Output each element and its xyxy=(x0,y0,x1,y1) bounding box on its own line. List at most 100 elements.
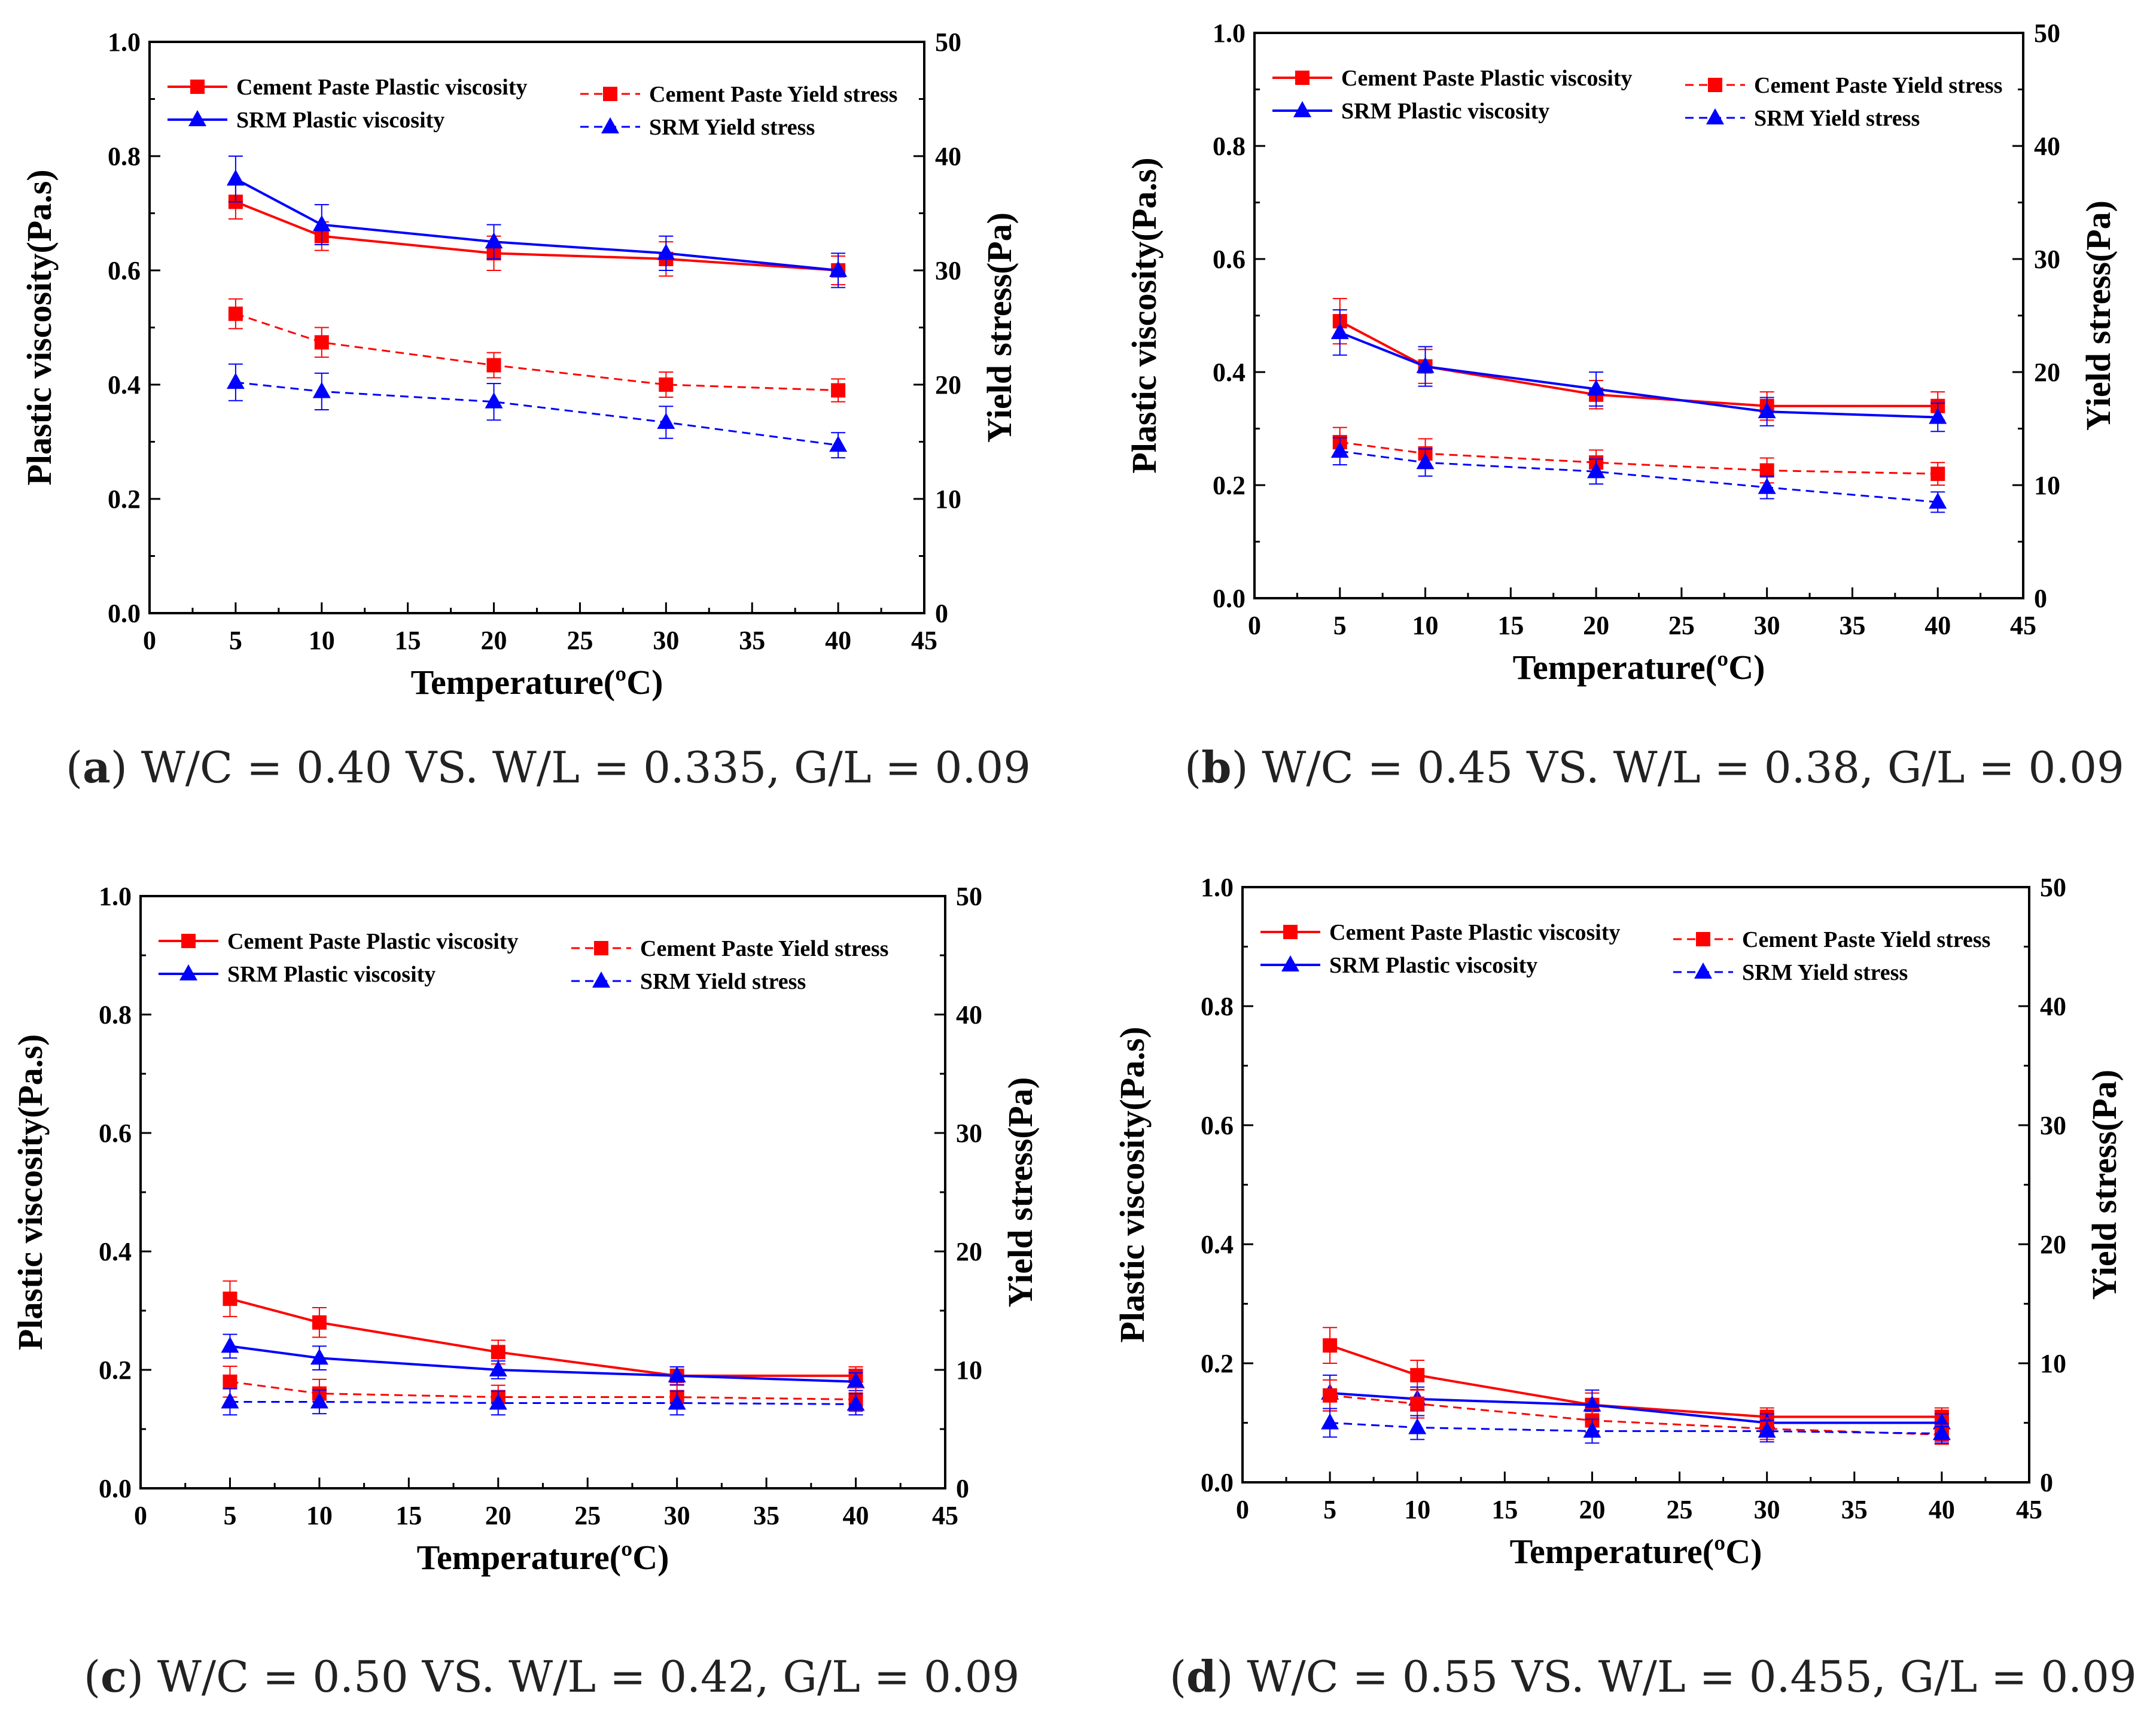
y-tick-label: 1.0 xyxy=(1213,19,1246,48)
data-point xyxy=(1932,1424,1951,1440)
data-point xyxy=(1758,477,1776,494)
data-point xyxy=(1323,1388,1338,1403)
data-point xyxy=(223,1374,237,1389)
x-tick-label: 35 xyxy=(1841,1495,1868,1524)
data-point xyxy=(1410,1396,1425,1411)
x-tick-label: 35 xyxy=(739,626,765,655)
y-tick-label: 0.6 xyxy=(99,1119,132,1148)
chart-panel-a: 0 5 10 15 20 25 30 35 40 45 0.0 0.2 0.4 0.6 0.8 1.0 0 10 2… xyxy=(0,0,1078,860)
chart-panel-c: 0 5 10 15 20 25 30 35 40 45 0.0 0.2 0.4 0.6 0.8 1.0 0 10 2… xyxy=(0,860,1078,1720)
series-3 xyxy=(226,363,848,459)
data-point xyxy=(1330,441,1349,458)
legend: Cement Paste Plastic viscosity SRM Plasti… xyxy=(1260,920,1990,985)
data-point xyxy=(831,383,846,398)
y-tick-label: 0.8 xyxy=(1201,992,1234,1021)
x-tick-label: 40 xyxy=(1929,1495,1955,1524)
x-tick-label: 5 xyxy=(229,626,242,655)
x-tick-label: 40 xyxy=(825,626,851,655)
chart-svg: 0 5 10 15 20 25 30 35 40 45 0.0 0.2 0.4 0.6 0.8 1.0 0 10 2… xyxy=(1113,873,2124,1571)
data-point xyxy=(314,335,329,350)
data-point xyxy=(486,358,501,373)
legend-label: SRM Yield stress xyxy=(1754,106,1920,131)
y-axis-label: Plastic viscosity(Pa.s) xyxy=(11,1034,50,1350)
data-point xyxy=(1416,453,1435,470)
data-point xyxy=(223,1291,237,1306)
legend-marker xyxy=(1281,955,1299,971)
chart-svg: 0 5 10 15 20 25 30 35 40 45 0.0 0.2 0.4 0.6 0.8 1.0 0 10 2… xyxy=(20,28,1019,702)
data-point xyxy=(1321,1413,1339,1430)
x-tick-label: 5 xyxy=(1333,611,1347,640)
x-tick-label: 10 xyxy=(1404,1495,1430,1524)
series-1 xyxy=(226,156,848,288)
data-point xyxy=(310,1392,328,1409)
legend-marker xyxy=(188,110,206,126)
data-point xyxy=(312,382,331,398)
data-point xyxy=(226,373,245,389)
series-3 xyxy=(1321,1408,1951,1444)
chart-svg: 0 5 10 15 20 25 30 35 40 45 0.0 0.2 0.4 0.6 0.8 1.0 0 10 2… xyxy=(1125,19,2118,687)
legend-marker xyxy=(1295,71,1310,85)
y-tick-label: 1.0 xyxy=(1201,873,1234,902)
x-tick-label: 10 xyxy=(309,626,335,655)
data-point xyxy=(485,392,503,409)
y2-tick-label: 40 xyxy=(2040,992,2066,1021)
y-axis-label: Plastic viscosity(Pa.s) xyxy=(20,169,59,485)
data-point xyxy=(1758,1421,1776,1438)
x-tick-label: 40 xyxy=(843,1501,869,1530)
y2-axis-label: Yield stress(Pa) xyxy=(2085,1070,2124,1300)
y-tick-label: 0.8 xyxy=(108,142,141,171)
x-tick-label: 25 xyxy=(567,626,593,655)
caption-c: (c) W/C = 0.50 VS. W/L = 0.42, G/L = 0.0… xyxy=(84,1651,1020,1702)
data-point xyxy=(1587,462,1606,479)
data-point xyxy=(846,1394,865,1411)
y-tick-label: 0.2 xyxy=(1201,1349,1234,1378)
x-tick-label: 15 xyxy=(1491,1495,1518,1524)
legend-marker xyxy=(179,964,197,980)
data-point xyxy=(1323,1338,1338,1353)
legend-marker xyxy=(1696,932,1710,946)
legend-label: SRM Plastic viscosity xyxy=(1341,99,1549,124)
series-1 xyxy=(1330,309,1947,432)
data-point xyxy=(312,215,331,232)
y-tick-label: 1.0 xyxy=(99,882,132,911)
legend-marker xyxy=(1694,962,1712,979)
series-line xyxy=(235,381,839,446)
x-tick-label: 25 xyxy=(1668,611,1695,640)
x-axis-label: Temperature(ºC) xyxy=(1510,1532,1762,1571)
chart-panel-b: 0 5 10 15 20 25 30 35 40 45 0.0 0.2 0.4 0.6 0.8 1.0 0 10 2… xyxy=(1078,0,2156,860)
y-tick-label: 0.4 xyxy=(1213,358,1246,387)
legend-label: Cement Paste Plastic viscosity xyxy=(1329,920,1621,945)
data-point xyxy=(829,261,848,277)
legend-marker xyxy=(592,971,610,988)
y2-tick-label: 20 xyxy=(2040,1230,2066,1259)
legend-label: SRM Plastic viscosity xyxy=(1329,953,1537,978)
series-1 xyxy=(221,1333,865,1391)
x-tick-label: 20 xyxy=(1583,611,1609,640)
legend-label: SRM Plastic viscosity xyxy=(236,108,444,133)
series-line xyxy=(235,313,839,392)
x-tick-label: 45 xyxy=(911,626,937,655)
y-tick-label: 0.6 xyxy=(1201,1111,1234,1140)
data-point xyxy=(1416,357,1435,373)
y2-tick-label: 30 xyxy=(956,1119,982,1148)
legend-label: Cement Paste Yield stress xyxy=(640,936,888,961)
x-tick-label: 0 xyxy=(143,626,156,655)
y-axis-label: Plastic viscosity(Pa.s) xyxy=(1113,1026,1152,1342)
x-tick-label: 0 xyxy=(1248,611,1261,640)
series-line xyxy=(1339,331,1938,419)
data-point xyxy=(491,1345,505,1360)
y-tick-label: 0.2 xyxy=(99,1356,132,1385)
x-tick-label: 15 xyxy=(395,1501,422,1530)
data-point xyxy=(1410,1367,1425,1382)
data-point xyxy=(485,232,503,249)
y-tick-label: 0.4 xyxy=(1201,1230,1234,1259)
y2-tick-label: 10 xyxy=(935,485,961,514)
y2-tick-label: 50 xyxy=(2040,873,2066,902)
data-point xyxy=(489,1360,507,1376)
legend-label: SRM Yield stress xyxy=(1742,960,1908,985)
data-point xyxy=(489,1393,507,1410)
data-point xyxy=(228,306,243,321)
legend: Cement Paste Plastic viscosity SRM Plasti… xyxy=(1272,66,2002,131)
data-point xyxy=(221,1336,239,1353)
data-point xyxy=(1759,463,1774,478)
